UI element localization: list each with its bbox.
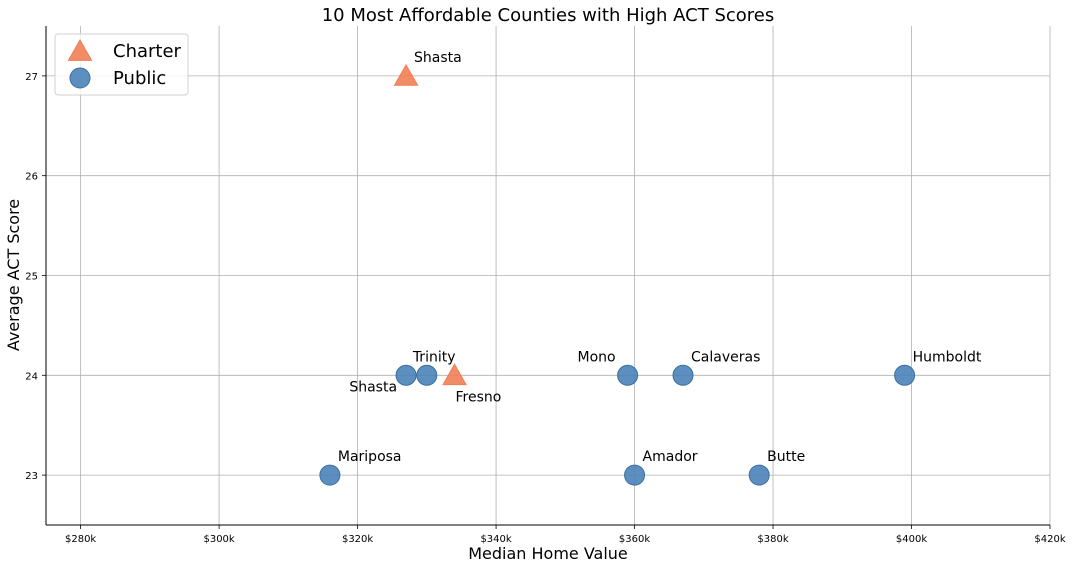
public-marker	[416, 364, 438, 386]
public-marker	[624, 464, 646, 486]
legend-public-marker	[69, 67, 91, 89]
grid-lines	[46, 26, 1051, 525]
point-label: Humboldt	[913, 349, 982, 365]
x-tick-label: $420k	[1034, 534, 1065, 545]
point-label: Shasta	[349, 379, 397, 395]
public-marker	[617, 364, 639, 386]
point-label: Amador	[643, 449, 698, 465]
point-label: Mariposa	[338, 449, 402, 465]
y-tick-label: 24	[25, 371, 38, 382]
point-label: Butte	[767, 449, 805, 465]
legend: Charter Public	[54, 33, 189, 96]
x-tick-label: $320k	[342, 534, 373, 545]
point-labels: Shasta Fresno Shasta Trinity Mono Calaveras Hu…	[338, 50, 982, 465]
charter-marker	[393, 63, 419, 86]
point-label: Calaveras	[691, 349, 760, 365]
legend-label: Charter	[113, 41, 182, 62]
point-label: Mono	[578, 349, 616, 365]
x-tick-label: $380k	[757, 534, 788, 545]
data-points	[319, 63, 916, 486]
x-tick-label: $340k	[480, 534, 511, 545]
point-label: Shasta	[414, 50, 462, 66]
y-axis-ticks: 23 24 25 26 27	[25, 72, 46, 482]
x-axis-label: Median Home Value	[468, 544, 628, 563]
x-tick-label: $400k	[896, 534, 927, 545]
y-axis-label: Average ACT Score	[4, 199, 23, 351]
y-tick-label: 27	[25, 72, 38, 83]
legend-charter-marker	[67, 38, 93, 61]
y-tick-label: 26	[25, 172, 38, 183]
y-tick-label: 23	[25, 471, 38, 482]
charter-marker	[442, 363, 467, 386]
point-label: Fresno	[456, 389, 502, 405]
x-tick-label: $360k	[619, 534, 650, 545]
point-label: Trinity	[412, 349, 456, 365]
public-marker	[319, 464, 341, 486]
chart-title: 10 Most Affordable Counties with High AC…	[322, 5, 775, 26]
x-tick-label: $300k	[203, 534, 234, 545]
y-tick-label: 25	[25, 272, 38, 283]
x-tick-label: $280k	[65, 534, 96, 545]
public-marker	[894, 364, 916, 386]
x-axis-ticks: $280k $300k $320k $340k $360k $380k $400k $420k	[65, 525, 1066, 545]
public-marker	[748, 464, 770, 486]
legend-label: Public	[113, 68, 166, 89]
public-marker	[672, 364, 694, 386]
public-marker	[395, 364, 417, 386]
